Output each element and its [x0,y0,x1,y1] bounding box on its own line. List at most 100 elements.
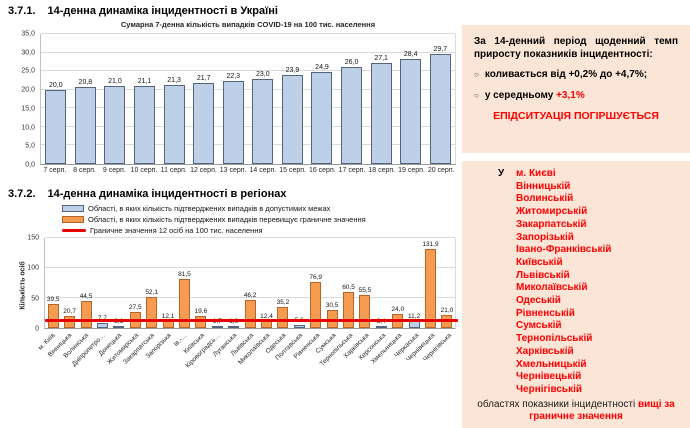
bar-slot: 20,7 [61,238,77,328]
bar-value-label: 55,5 [358,286,372,294]
bar-13 серп. [222,81,244,164]
bar-value-label: 20,8 [78,78,93,86]
bar-value-label: 11,2 [408,313,421,321]
chart2-legend: Області, в яких кількість підтверджених … [62,204,462,235]
bar-Сумська [326,309,338,328]
bullet-circle-icon: ○ [474,70,479,80]
bar-slot: 81,5 [176,238,192,328]
bar-slot: 1,6 [225,238,241,328]
bar-slot: 24,9 [307,34,337,164]
bar-slot: 19,6 [193,238,209,328]
bar-Тернопільська [343,291,355,328]
region-name: Івано-Франківській [516,244,612,256]
bar-value-label: 44,5 [79,293,93,301]
incidence-chart-regions: Кількість осіб 0 50 100 150 39,520,744,5 7,7… [10,234,458,377]
bar-slot: 39,5 [45,238,61,328]
bar-12 серп. [193,83,215,164]
chart1-bars: 20,0 20,8 21,0 21,1 21,3 21,7 22,3 23,0 23,9 24,9… [41,34,455,164]
bar-slot: 20,0 [41,34,71,164]
bar-value-label: 46,2 [243,292,257,300]
bar-Харківська [359,294,371,328]
region-name: Одеській [516,295,561,307]
region-item: Одеській [470,295,682,308]
bar-value-label: 7,7 [98,315,107,322]
bar-value-label: 29,7 [433,45,448,53]
legend-item: Граничне значення 12 осіб на 100 тис. на… [62,226,462,235]
bar-slot: 46,2 [242,238,258,328]
bar-slot: 5,6 [291,238,307,328]
threshold-line [45,319,458,323]
bar-value-label: 22,3 [226,73,241,81]
bar-slot: 27,1 [366,34,396,164]
section-2-heading: 14-денна динаміка інцидентності в регіон… [47,188,287,200]
bar-value-label: 24,0 [391,305,405,313]
bar-value-label: 28,4 [403,50,418,58]
bar-slot: 1,7 [209,238,225,328]
chart1-y-axis: 0,0 5,0 10,0 15,0 20,0 25,0 30,0 35,0 [10,30,40,169]
bar-Волинська [80,301,92,328]
chart2-bars: 39,520,744,57,73,127,552,112,181,519,61,… [45,238,455,328]
y-tick-label: 50 [31,295,39,303]
legend-swatch-line [62,229,86,232]
x-tick-label: 14 серп. [249,167,277,174]
growth-bullet-average: ○ у середньому +3,1% [474,90,678,103]
bar-slot: 131,9 [422,238,439,328]
y-tick-label: 150 [27,234,39,242]
chart1-plot-area: 20,0 20,8 21,0 21,1 21,3 21,7 22,3 23,0 23,9 24,9… [40,33,456,165]
y-tick-label: 0,0 [25,161,35,169]
region-item: Тернопільській [470,333,682,346]
x-tick-label: 7 серп. [43,167,67,174]
legend-label: Області, в яких кількість підтверджених … [88,204,331,213]
region-item: Івано-Франківській [470,244,682,257]
bar-slot: 26,0 [337,34,367,164]
bar-value-label: 35,2 [276,298,290,306]
bar-Черкаська [408,321,420,328]
y-tick-label: 5,0 [25,142,35,150]
bar-Львівська [244,300,256,328]
region-name: Волинській [516,193,574,205]
gridline [45,267,455,268]
growth-bullet-range: ○ коливається від +0,2% до +4,7%; [474,69,678,82]
region-name: Миколаївській [516,282,588,294]
region-item: Харківській [470,346,682,359]
bar-slot: 12,4 [258,238,274,328]
region-item: Закарпатській [470,219,682,232]
bar-slot: 21,0 [439,238,455,328]
legend-swatch-orange [62,216,84,223]
bar-slot: 7,7 [94,238,110,328]
region-name: Львівській [516,269,570,281]
legend-label: Області, в яких кількість підтверджених … [88,215,366,224]
chart2-y-axis-title: Кількість осіб [19,261,27,310]
bar-value-label: 131,9 [422,240,439,248]
bar-value-label: 20,7 [63,307,76,315]
legend-swatch-blue [62,205,84,212]
section-1-number: 3.7.1. [8,5,36,17]
y-tick-label: 100 [27,264,39,272]
region-item: Київській [470,257,682,270]
bar-Херсонська [375,325,387,328]
x-tick-label: 16 серп. [308,167,336,174]
regions-footer-highlight: вищі за граничне значення [529,398,675,423]
bar-slot: 35,2 [275,238,291,328]
regions-prefix: У [498,168,505,179]
bar-slot: 21,7 [189,34,219,164]
region-name: Чернівецькій [516,371,582,383]
bar-value-label: 21,1 [137,77,152,85]
bar-value-label: 12,4 [260,312,273,320]
bar-9 серп. [104,86,126,164]
bar-slot: 52,1 [143,238,159,328]
bar-Донецька [113,326,125,328]
right-column: За 14-денний період щоденний темп прирос… [462,0,690,428]
bar-7 серп. [45,89,67,164]
bar-value-label: 23,9 [285,67,300,75]
bar-Одеська [277,306,289,328]
bar-Кіровоградсь… [211,326,223,328]
region-item: Рівненській [470,308,682,321]
gridline [41,88,455,90]
bar-slot: 3,4 [373,238,389,328]
bar-slot: 22,3 [218,34,248,164]
bar-Полтавська [293,324,305,328]
y-tick-label: 35,0 [21,30,35,38]
gridline [41,51,455,53]
bar-м. Київ [47,304,59,328]
